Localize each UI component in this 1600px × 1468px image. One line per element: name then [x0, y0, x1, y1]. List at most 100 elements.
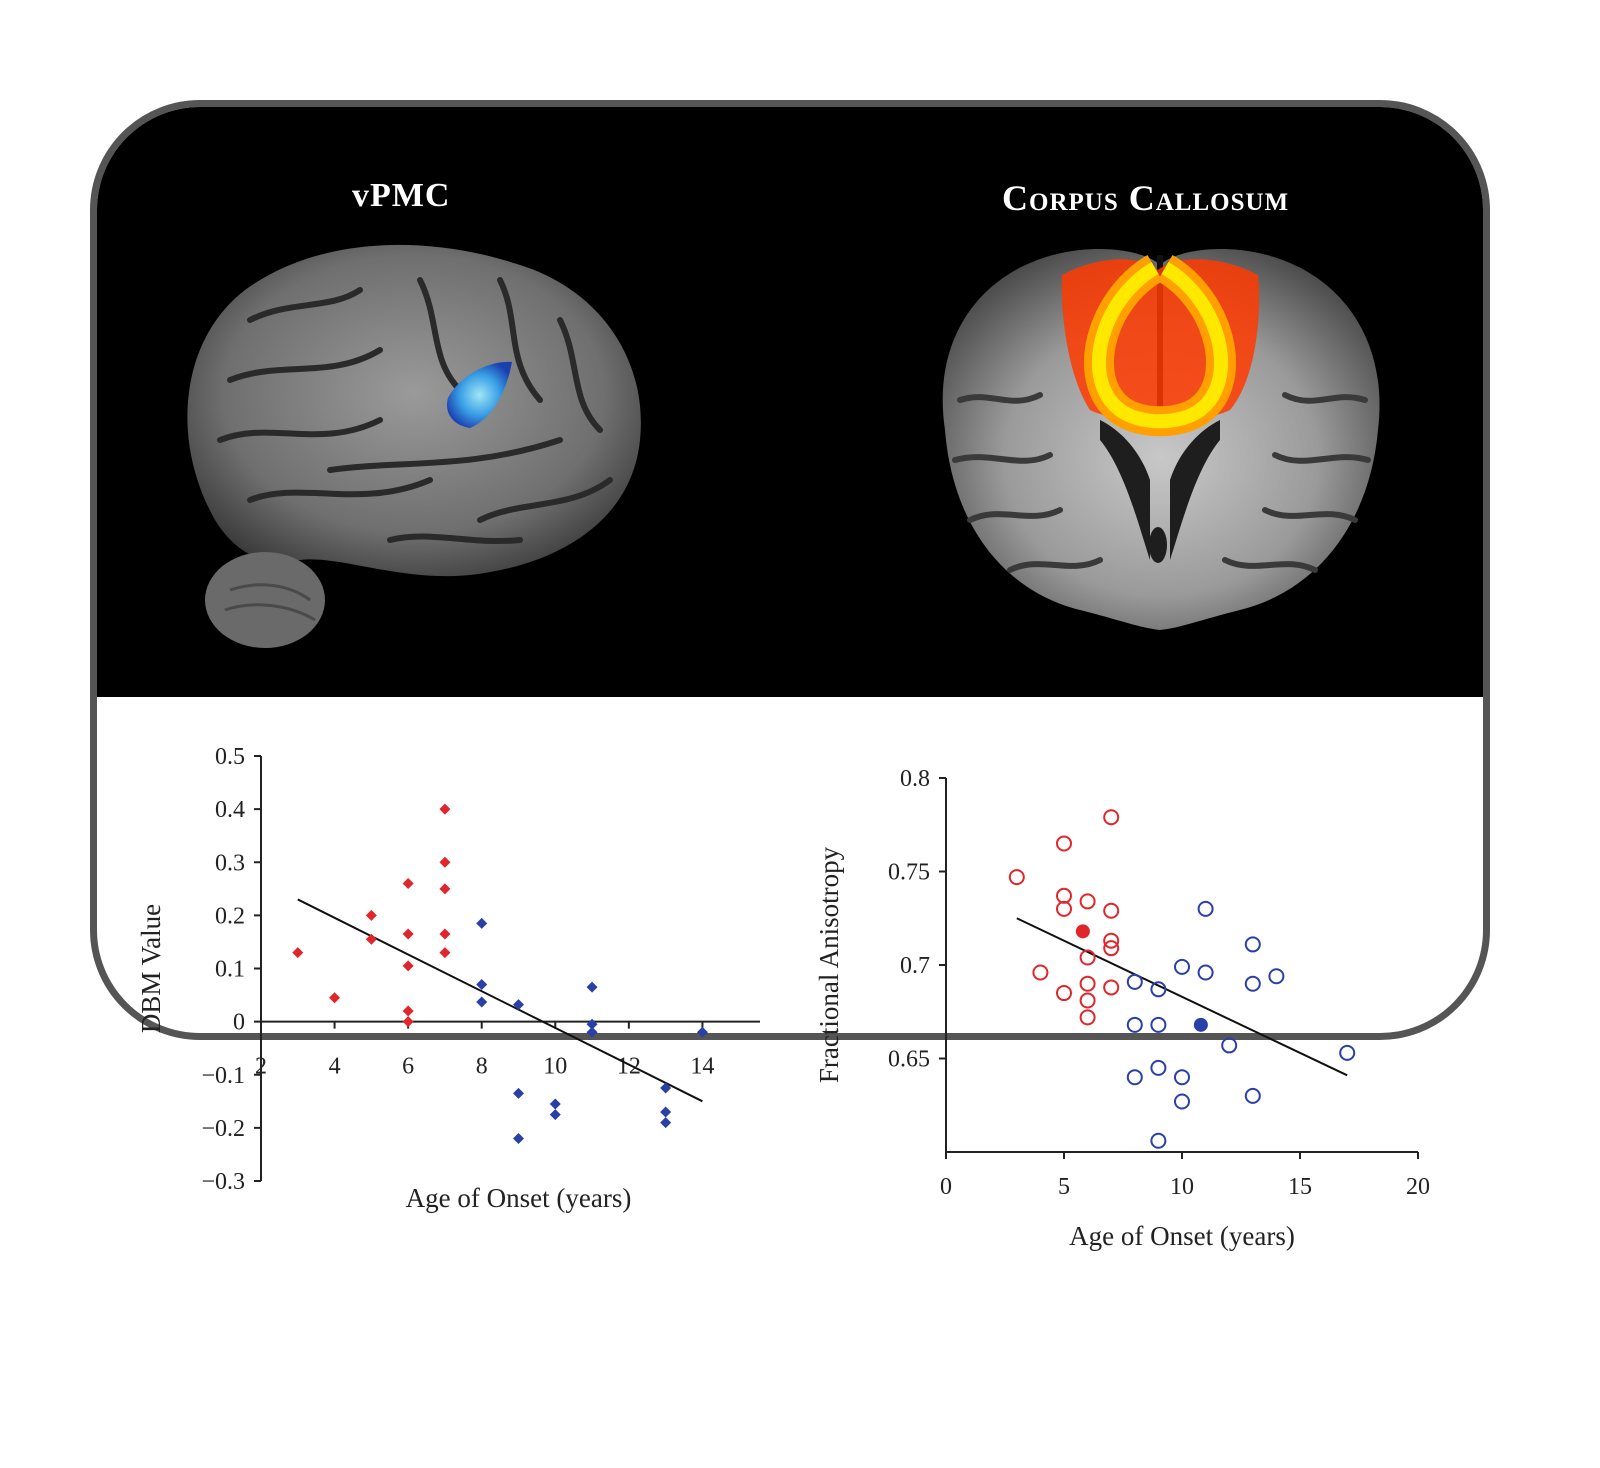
data-point-series-1 [660, 1106, 672, 1118]
x-tick-label: 12 [617, 1054, 641, 1080]
corpus-callosum-title: Corpus Callosum [1002, 178, 1290, 218]
y-tick-label: 0.5 [215, 744, 245, 770]
data-point-series-1 [1174, 1069, 1190, 1086]
data-point-series-0 [439, 856, 451, 868]
regression-line [1016, 917, 1348, 1077]
data-point-series-1 [1339, 1044, 1356, 1061]
x-tick-label: 15 [1288, 1174, 1312, 1200]
y-tick-label: 0 [233, 1010, 245, 1036]
data-point-series-0 [402, 1016, 414, 1028]
data-point-series-1 [586, 1026, 598, 1038]
data-point-series-1 [696, 1026, 708, 1038]
x-tick-label: 0 [940, 1174, 952, 1200]
data-point-series-0 [1103, 979, 1120, 996]
y-tick-label: 0.3 [215, 850, 245, 876]
brain-images [187, 244, 1380, 648]
y-tick-label: 0.8 [900, 766, 930, 792]
data-point-series-1 [549, 1109, 561, 1121]
data-point-series-1 [1126, 1069, 1143, 1086]
y-tick-label: 0.1 [215, 957, 245, 983]
fa-scatter-chart: 0.8 0.75 0.7 0.65 0 5 10 15 20 Age of Onset (year… [814, 766, 1430, 1251]
data-point-series-0 [292, 947, 304, 959]
y-tick-label: −0.1 [201, 1063, 245, 1089]
coronal-brain [942, 249, 1380, 630]
data-point-series-1 [513, 1087, 524, 1099]
data-point-series-0 [1079, 1009, 1096, 1026]
data-point-series-1 [586, 981, 598, 993]
y-tick-label: −0.3 [201, 1169, 245, 1195]
data-point-series-0 [1032, 964, 1049, 981]
data-point-series-0 [365, 909, 377, 921]
data-point-series-1 [513, 999, 524, 1011]
data-point-series-1 [1197, 964, 1214, 981]
vpmc-title: vPMC [352, 177, 451, 214]
data-point-series-1 [476, 978, 488, 990]
data-point-series-0 [439, 947, 451, 959]
data-point-series-0 [402, 1005, 414, 1017]
data-point-series-0 [1079, 949, 1096, 966]
data-point-series-1 [513, 1133, 524, 1144]
data-point-series-0 [1079, 893, 1096, 910]
data-point-series-0 [1103, 940, 1120, 957]
y-tick-label: 0.7 [900, 953, 930, 979]
data-point-series-1 [660, 1117, 672, 1129]
data-point-series-0 [439, 803, 451, 815]
data-point-series-1 [476, 996, 488, 1008]
data-point-series-0 [1103, 809, 1120, 826]
x-tick-label: 10 [543, 1054, 567, 1080]
data-point-series-1 [1174, 958, 1190, 975]
mean-point-series-1 [1193, 1017, 1208, 1032]
data-point-series-0 [402, 928, 414, 940]
data-point-series-1 [1126, 973, 1143, 990]
mean-point-series-0 [1075, 924, 1090, 939]
regression-line [297, 898, 703, 1103]
y-axis-title: DBM Value [136, 904, 166, 1033]
x-tick-label: 20 [1406, 1174, 1430, 1200]
data-point-series-0 [1008, 869, 1025, 886]
x-tick-label: 14 [690, 1054, 714, 1080]
data-point-series-1 [476, 917, 488, 929]
y-tick-label: 0.65 [888, 1047, 930, 1073]
data-point-series-0 [365, 933, 377, 945]
data-point-series-0 [1103, 932, 1120, 949]
x-axis-title: Age of Onset (years) [1069, 1221, 1295, 1251]
data-point-series-1 [549, 1098, 561, 1110]
y-tick-label: 0.2 [215, 903, 245, 929]
sagittal-brain [187, 244, 641, 648]
data-point-series-1 [660, 1082, 672, 1094]
data-point-series-0 [439, 928, 451, 940]
data-point-series-1 [1244, 936, 1261, 953]
data-point-series-1 [1150, 1016, 1167, 1033]
x-tick-label: 5 [1058, 1174, 1070, 1200]
data-point-series-1 [1150, 981, 1167, 998]
data-point-series-1 [1197, 900, 1214, 917]
data-point-series-1 [1244, 975, 1261, 992]
data-point-series-0 [1079, 975, 1096, 992]
x-axis-title: Age of Onset (years) [406, 1183, 632, 1213]
y-tick-label: 0.4 [215, 797, 245, 823]
data-point-series-1 [586, 1018, 598, 1030]
data-point-series-0 [1056, 835, 1072, 852]
x-tick-label: 6 [402, 1054, 414, 1080]
data-point-series-0 [1056, 985, 1072, 1002]
data-point-series-1 [1126, 1016, 1143, 1033]
data-point-series-0 [1103, 902, 1120, 919]
data-point-series-0 [402, 960, 414, 972]
data-point-series-1 [1150, 1059, 1167, 1076]
data-point-series-0 [402, 878, 414, 889]
data-point-series-0 [1056, 900, 1072, 917]
x-tick-label: 10 [1170, 1174, 1194, 1200]
data-point-series-1 [1244, 1087, 1261, 1104]
data-point-series-1 [1268, 968, 1285, 985]
y-tick-label: 0.75 [888, 860, 930, 886]
y-tick-label: −0.2 [201, 1116, 245, 1142]
data-point-series-1 [1174, 1093, 1190, 1110]
data-point-series-0 [1056, 887, 1072, 904]
x-tick-label: 4 [329, 1054, 341, 1080]
data-point-series-0 [1079, 992, 1096, 1009]
data-point-series-1 [1150, 1132, 1167, 1149]
data-point-series-1 [1221, 1037, 1238, 1054]
x-tick-label: 8 [476, 1054, 488, 1080]
x-tick-label: 2 [255, 1054, 267, 1080]
data-point-series-0 [329, 992, 341, 1004]
